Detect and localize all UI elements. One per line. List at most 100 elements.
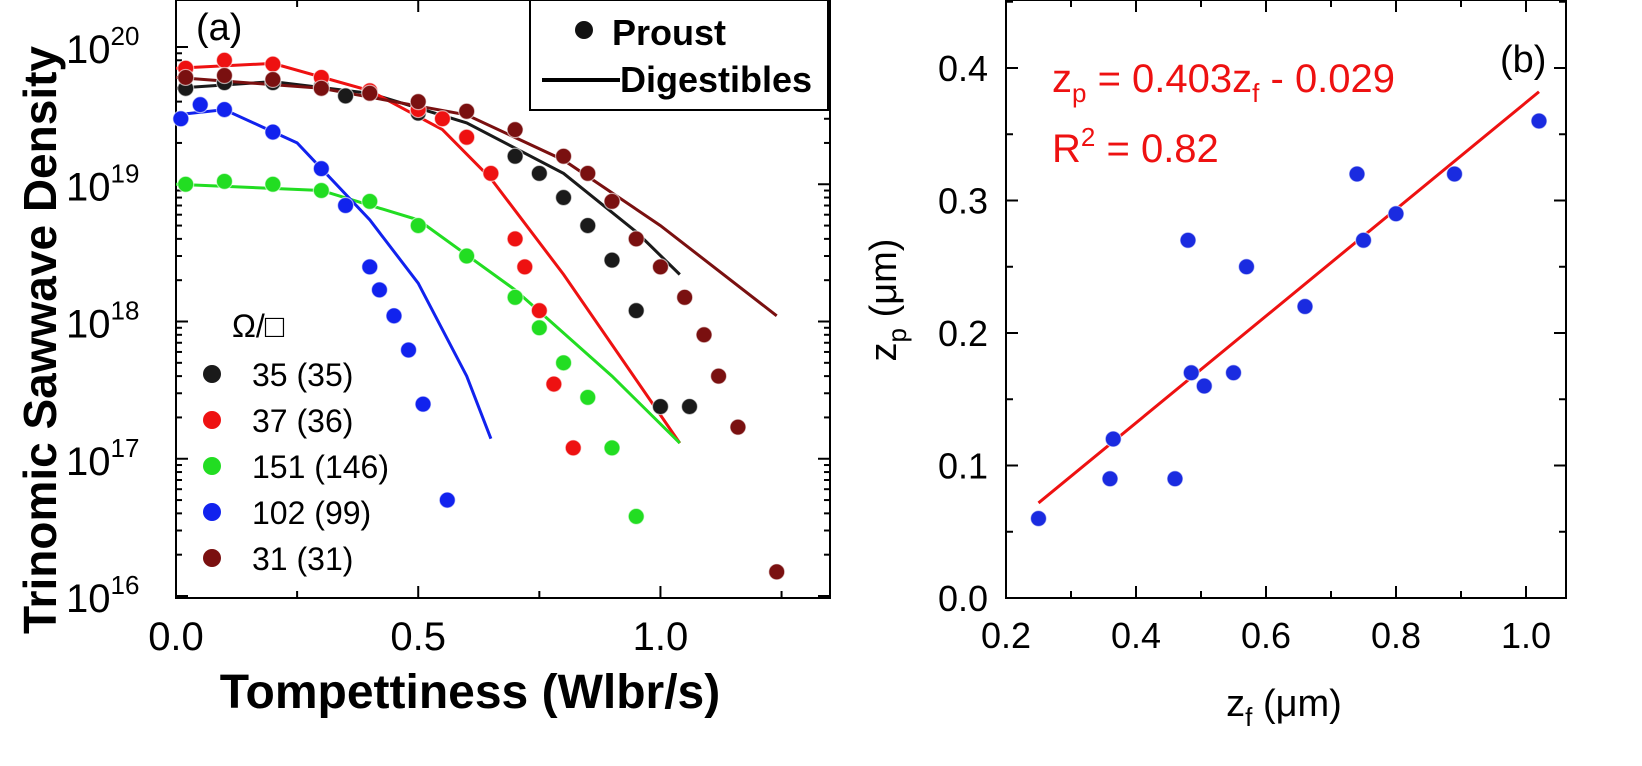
y-tick-label: 0.2 <box>938 313 988 354</box>
data-point <box>1387 205 1405 223</box>
data-point <box>191 96 209 114</box>
data-point <box>1224 364 1243 382</box>
panel-a: 0.0 0.5 1.0 1016 1017 1018 1019 1020 (a) Prous… <box>14 0 831 719</box>
data-point <box>370 281 389 299</box>
y-tick-label: 1019 <box>66 158 139 209</box>
legend-digestibles-label: Digestibles <box>620 59 812 100</box>
data-point <box>264 175 282 193</box>
legend-label: 37 (36) <box>252 403 353 439</box>
legend-label: 31 (31) <box>252 541 353 577</box>
data-point <box>1166 470 1184 488</box>
data-point <box>579 164 597 182</box>
data-point <box>709 367 728 385</box>
series-legend-title: Ω/□ <box>232 308 285 344</box>
data-point <box>409 216 427 235</box>
style-legend-box <box>529 0 829 111</box>
data-point <box>516 258 534 276</box>
data-point <box>312 79 330 97</box>
data-point <box>264 55 282 73</box>
data-point <box>264 123 282 141</box>
data-point <box>554 188 573 207</box>
panel-b-label: (b) <box>1500 39 1546 81</box>
y-tick-label: 1020 <box>66 21 139 72</box>
data-point <box>545 375 563 393</box>
y-tick-label: 0.4 <box>938 48 988 89</box>
data-point <box>438 491 456 509</box>
legend-proust-label: Proust <box>612 12 726 53</box>
data-point <box>1195 377 1213 395</box>
y-tick-label: 1018 <box>66 296 139 347</box>
data-point <box>1179 231 1197 249</box>
data-point <box>312 160 330 178</box>
data-point <box>172 110 190 128</box>
data-point <box>530 164 548 182</box>
data-point <box>361 192 379 210</box>
data-point <box>506 230 524 248</box>
data-point <box>1237 258 1256 276</box>
panel-b-x-axis-label: zf (μm) <box>1226 683 1342 732</box>
panel-b-frame <box>1005 0 1567 599</box>
legend-marker <box>203 457 221 475</box>
y-tick-label: 0.3 <box>938 181 988 222</box>
panel-a-x-tick-labels: 0.0 0.5 1.0 <box>148 615 688 659</box>
data-point <box>530 302 548 320</box>
data-point <box>506 121 524 139</box>
data-point <box>627 230 645 248</box>
data-point <box>264 70 282 89</box>
panel-a-frame <box>175 0 831 599</box>
data-point <box>506 147 524 165</box>
data-point <box>482 164 500 182</box>
x-tick-label: 0.8 <box>1371 615 1421 656</box>
data-point <box>312 181 330 200</box>
data-point <box>530 319 548 337</box>
data-point <box>564 439 582 457</box>
data-point <box>215 51 234 69</box>
data-point <box>458 128 476 146</box>
data-point <box>1029 509 1048 528</box>
panel-a-y-axis-label: Trinomic Sawwave Density <box>14 46 66 634</box>
y-tick-label: 0.0 <box>938 578 988 619</box>
panel-b-y-tick-labels: 0.0 0.1 0.2 0.3 0.4 <box>938 48 988 619</box>
legend-label: 151 (146) <box>252 449 389 485</box>
data-point <box>651 397 670 416</box>
data-point <box>458 247 476 265</box>
data-point <box>1101 470 1119 488</box>
data-point <box>676 288 694 306</box>
data-point <box>1182 364 1200 382</box>
data-point <box>1354 231 1373 249</box>
fit-line <box>175 75 778 317</box>
x-tick-label: 0.0 <box>148 615 204 659</box>
data-point <box>433 110 452 128</box>
data-point <box>627 507 645 526</box>
data-point <box>768 563 786 581</box>
data-point <box>215 66 234 85</box>
data-point <box>1445 165 1464 183</box>
legend-marker <box>203 365 221 383</box>
data-point <box>603 439 621 457</box>
x-tick-label: 0.2 <box>981 615 1031 656</box>
legend-marker <box>203 549 221 567</box>
data-point <box>603 251 621 269</box>
data-point <box>215 100 234 119</box>
panel-b-ticks <box>1005 0 1566 599</box>
data-point <box>579 388 597 406</box>
data-point <box>1296 297 1314 316</box>
panel-b-fit-line <box>1037 90 1540 505</box>
panel-a-x-axis-label: Tompettiness (Wlbr/s) <box>220 666 720 719</box>
x-tick-label: 1.0 <box>633 615 689 659</box>
panel-b-data-points <box>1029 112 1548 528</box>
panel-a-label: (a) <box>196 7 242 49</box>
x-tick-label: 1.0 <box>1501 615 1551 656</box>
data-point <box>579 216 597 235</box>
legend-label: 35 (35) <box>252 357 353 393</box>
y-tick-label: 0.1 <box>938 446 988 487</box>
data-point <box>729 418 747 436</box>
data-point <box>603 192 621 210</box>
data-point <box>414 395 432 413</box>
legend-label: 102 (99) <box>252 495 371 531</box>
x-tick-label: 0.6 <box>1241 615 1291 656</box>
r-squared: R2 = 0.82 <box>1052 122 1219 171</box>
data-point <box>554 354 573 372</box>
data-point <box>361 258 379 276</box>
